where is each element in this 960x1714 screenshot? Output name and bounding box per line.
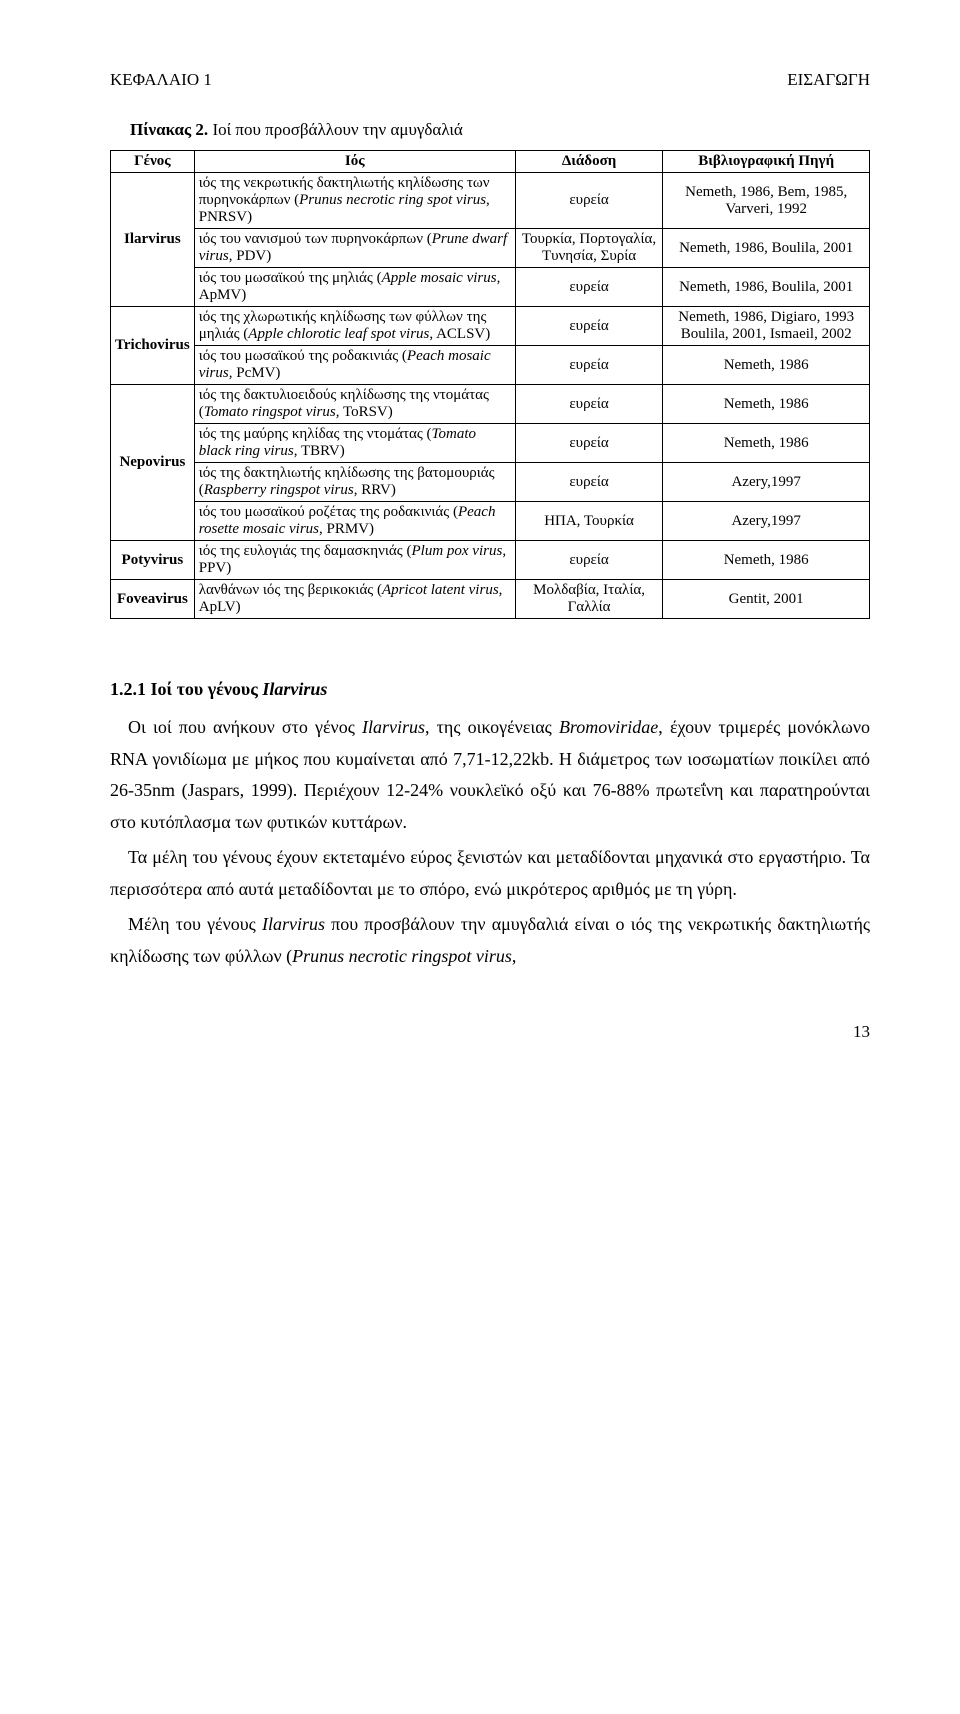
ref-cell: Nemeth, 1986 — [663, 346, 870, 385]
genus-cell: Foveavirus — [111, 580, 195, 619]
table-row: Nepovirusιός της δακτυλιοειδούς κηλίδωση… — [111, 385, 870, 424]
page-number: 13 — [110, 1022, 870, 1042]
caption-label: Πίνακας 2. — [130, 120, 208, 139]
ref-cell: Nemeth, 1986, Boulila, 2001 — [663, 268, 870, 307]
caption-desc: Ιοί που προσβάλλουν την αμυγδαλιά — [208, 120, 463, 139]
table-row: Trichovirusιός της χλωρωτικής κηλίδωσης … — [111, 307, 870, 346]
spread-cell: ευρεία — [515, 346, 663, 385]
table-row: ιός του μωσαϊκού της μηλιάς (Apple mosai… — [111, 268, 870, 307]
paragraph-2: Τα μέλη του γένους έχουν εκτεταμένο εύρο… — [110, 842, 870, 905]
virus-cell: ιός της δακτηλιωτής κηλίδωσης της βατομο… — [194, 463, 515, 502]
virus-cell: ιός της ευλογιάς της δαμασκηνιάς (Plum p… — [194, 541, 515, 580]
virus-cell: ιός του μωσαϊκού της ροδακινιάς (Peach m… — [194, 346, 515, 385]
genus-cell: Nepovirus — [111, 385, 195, 541]
virus-cell: ιός της δακτυλιοειδούς κηλίδωσης της ντο… — [194, 385, 515, 424]
table-row: ιός της δακτηλιωτής κηλίδωσης της βατομο… — [111, 463, 870, 502]
ref-cell: Nemeth, 1986 — [663, 385, 870, 424]
section-heading: 1.2.1 Ιοί του γένους Ilarvirus — [110, 679, 870, 700]
spread-cell: ευρεία — [515, 307, 663, 346]
header-left: ΚΕΦΑΛΑΙΟ 1 — [110, 70, 212, 90]
virus-cell: ιός της μαύρης κηλίδας της ντομάτας (Tom… — [194, 424, 515, 463]
ref-cell: Azery,1997 — [663, 502, 870, 541]
spread-cell: ευρεία — [515, 424, 663, 463]
table-row: ιός του μωσαϊκού ροζέτας της ροδακινιάς … — [111, 502, 870, 541]
spread-cell: Τουρκία, Πορτογαλία, Τυνησία, Συρία — [515, 229, 663, 268]
table-row: Ilarvirusιός της νεκρωτικής δακτηλιωτής … — [111, 173, 870, 229]
spread-cell: ευρεία — [515, 173, 663, 229]
genus-cell: Trichovirus — [111, 307, 195, 385]
col-ref: Βιβλιογραφική Πηγή — [663, 151, 870, 173]
virus-cell: ιός της νεκρωτικής δακτηλιωτής κηλίδωσης… — [194, 173, 515, 229]
section-number: 1.2.1 Ιοί του γένους — [110, 679, 262, 699]
spread-cell: ευρεία — [515, 268, 663, 307]
virus-cell: ιός του μωσαϊκού ροζέτας της ροδακινιάς … — [194, 502, 515, 541]
header-right: ΕΙΣΑΓΩΓΗ — [787, 70, 870, 90]
spread-cell: ευρεία — [515, 541, 663, 580]
section-italic: Ilarvirus — [262, 679, 327, 699]
col-virus: Ιός — [194, 151, 515, 173]
virus-cell: λανθάνων ιός της βερικοκιάς (Apricot lat… — [194, 580, 515, 619]
viruses-table: Γένος Ιός Διάδοση Βιβλιογραφική Πηγή Ila… — [110, 150, 870, 619]
spread-cell: Μολδαβία, Ιταλία, Γαλλία — [515, 580, 663, 619]
virus-cell: ιός του μωσαϊκού της μηλιάς (Apple mosai… — [194, 268, 515, 307]
paragraph-3: Μέλη του γένους Ilarvirus που προσβάλουν… — [110, 909, 870, 972]
ref-cell: Gentit, 2001 — [663, 580, 870, 619]
virus-cell: ιός του νανισμού των πυρηνοκάρπων (Prune… — [194, 229, 515, 268]
table-caption: Πίνακας 2. Ιοί που προσβάλλουν την αμυγδ… — [110, 120, 870, 140]
table-row: ιός του μωσαϊκού της ροδακινιάς (Peach m… — [111, 346, 870, 385]
paragraph-1: Οι ιοί που ανήκουν στο γένος Ilarvirus, … — [110, 712, 870, 838]
spread-cell: ΗΠΑ, Τουρκία — [515, 502, 663, 541]
virus-cell: ιός της χλωρωτικής κηλίδωσης των φύλλων … — [194, 307, 515, 346]
ref-cell: Nemeth, 1986 — [663, 424, 870, 463]
genus-cell: Potyvirus — [111, 541, 195, 580]
ref-cell: Nemeth, 1986 — [663, 541, 870, 580]
ref-cell: Nemeth, 1986, Bem, 1985, Varveri, 1992 — [663, 173, 870, 229]
table-row: ιός της μαύρης κηλίδας της ντομάτας (Tom… — [111, 424, 870, 463]
spread-cell: ευρεία — [515, 463, 663, 502]
table-row: ιός του νανισμού των πυρηνοκάρπων (Prune… — [111, 229, 870, 268]
ref-cell: Nemeth, 1986, Digiaro, 1993 Boulila, 200… — [663, 307, 870, 346]
ref-cell: Nemeth, 1986, Boulila, 2001 — [663, 229, 870, 268]
genus-cell: Ilarvirus — [111, 173, 195, 307]
table-row: Potyvirusιός της ευλογιάς της δαμασκηνιά… — [111, 541, 870, 580]
table-row: Foveavirusλανθάνων ιός της βερικοκιάς (A… — [111, 580, 870, 619]
col-spread: Διάδοση — [515, 151, 663, 173]
col-genus: Γένος — [111, 151, 195, 173]
table-header-row: Γένος Ιός Διάδοση Βιβλιογραφική Πηγή — [111, 151, 870, 173]
spread-cell: ευρεία — [515, 385, 663, 424]
ref-cell: Azery,1997 — [663, 463, 870, 502]
